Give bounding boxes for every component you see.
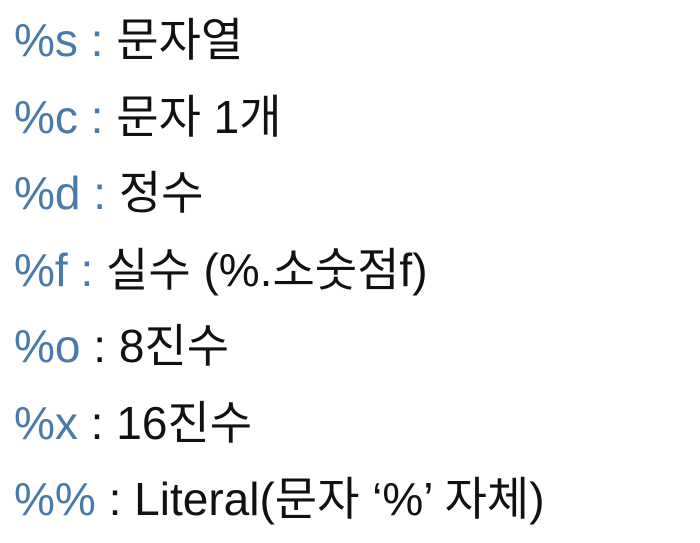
specifier-description: 16진수 <box>116 396 253 449</box>
separator: : <box>67 243 107 296</box>
specifier-code: %s <box>14 14 78 66</box>
format-row-f: %f : 실수 (%.소숫점f) <box>14 232 545 309</box>
specifier-code: %d <box>14 167 81 219</box>
specifier-code: %f <box>14 243 68 296</box>
format-row-s: %s : 문자열 <box>14 2 545 79</box>
separator: : <box>80 167 119 219</box>
format-row-d: %d : 정수 <box>14 155 545 232</box>
format-row-x: %x : 16진수 <box>14 385 545 462</box>
format-specifier-list: %s : 문자열 %c : 문자 1개 %d : 정수 %f : 실수 (%.소… <box>14 2 545 538</box>
separator: : <box>77 14 117 66</box>
specifier-description: 실수 (%.소숫점f) <box>106 243 428 296</box>
format-row-percent: %% : Literal(문자 ‘%’ 자체) <box>14 461 545 538</box>
specifier-description: Literal(문자 ‘%’ 자체) <box>134 473 545 525</box>
separator: : <box>77 90 117 143</box>
separator: : <box>80 320 119 372</box>
specifier-description: 문자 1개 <box>116 90 282 143</box>
separator: : <box>77 396 117 449</box>
format-row-o: %o : 8진수 <box>14 308 545 385</box>
specifier-description: 정수 <box>118 167 204 219</box>
specifier-code: %o <box>14 320 81 372</box>
specifier-description: 8진수 <box>118 320 230 372</box>
specifier-code: %x <box>14 396 78 449</box>
separator: : <box>95 473 135 525</box>
specifier-description: 문자열 <box>116 14 244 66</box>
format-row-c: %c : 문자 1개 <box>14 79 545 156</box>
specifier-code: %% <box>14 473 96 525</box>
specifier-code: %c <box>14 90 78 143</box>
